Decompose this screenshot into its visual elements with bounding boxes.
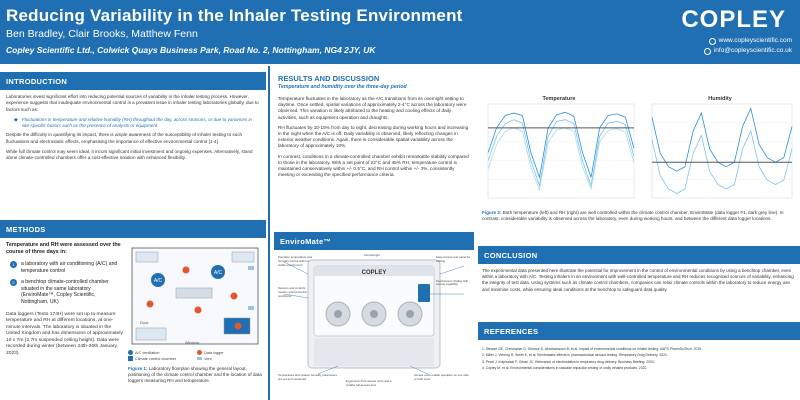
figure-2-label: Figure 2: [482, 210, 502, 215]
temperature-chart: Temperature [487, 96, 635, 199]
temperature-chart-plot-area [487, 103, 635, 199]
reference-item: 3. Peart J, Kulphaisal P, Orban JC. Rele… [482, 359, 655, 364]
enviromate-label-rear-panel: Easy-access rear panel for cabling [436, 255, 471, 263]
humidity-chart-plot-area [651, 103, 793, 199]
website-link[interactable]: www.copleyscientific.com [718, 37, 792, 44]
email-link[interactable]: info@copleyscientific.co.uk [713, 47, 792, 54]
results-paragraph-3: In contrast, conditions in a climate-con… [278, 153, 469, 178]
references-panel: REFERENCES 1. Stewart GE, Christopher D,… [478, 322, 800, 400]
poster-authors: Ben Bradley, Clair Brooks, Matthew Fenn [6, 28, 198, 40]
reference-item: 2. Miller J, Vehring R, Smith K, et al. … [482, 353, 668, 358]
enviromate-label-parameters: Temperature and relative humidity parame… [278, 373, 337, 381]
intro-paragraph-2: Despite the difficulty in quantifying it… [6, 132, 243, 144]
plan-label-door: Door [140, 320, 149, 325]
enviromate-label-touchscreen: Touchscreen display with remote capabili… [436, 278, 469, 287]
temperature-chart-series-2 [487, 119, 635, 188]
methods-intro: Temperature and RH were assessed over th… [6, 242, 121, 255]
humidity-chart-series-1 [651, 107, 793, 172]
ac-legend-icon [128, 350, 133, 355]
methods-panel: METHODS Temperature and RH were assessed… [0, 220, 266, 400]
copley-logo: COPLEY [681, 6, 786, 33]
methods-item-1-text: a laboratory with air conditioning (A/C)… [21, 261, 118, 274]
reference-item: 1. Stewart GE, Christopher D, Gilmour D,… [482, 347, 703, 351]
humidity-chart-series-2 [651, 129, 793, 194]
floorplan-legend: A/C ventilation Data logger Climate cont… [128, 350, 262, 361]
results-panel: RESULTS AND DISCUSSION Temperature and h… [274, 72, 800, 232]
intro-bullet: ◆ Fluctuations in temperature and relati… [14, 117, 260, 130]
globe-icon [708, 37, 716, 45]
figure-2-caption: Figure 2: Both temperature (left) and RH… [482, 210, 798, 222]
plan-label-ac-2: A/C [214, 270, 223, 276]
references-heading: REFERENCES [478, 322, 800, 340]
poster-title: Reducing Variability in the Inhaler Test… [6, 6, 463, 25]
legend-ac: A/C ventilation [135, 350, 160, 355]
device-logo: COPLEY [362, 270, 387, 276]
floorplan-figure: A/C A/C Window Door [131, 247, 259, 345]
methods-item-2: 2 a benchtop climate-controlled chamber s… [10, 279, 124, 305]
methods-paragraph: Data loggers (Testo 174H) were set up to… [6, 311, 123, 356]
conclusion-panel: CONCLUSION The experimental data present… [478, 246, 800, 316]
enviromate-label-ports: Access ports enable operation on one sid… [414, 373, 469, 381]
intro-paragraph-3: While full climate control may seem idea… [6, 149, 253, 161]
column-divider [268, 66, 270, 400]
reference-item: 4. Copley M, et al. Environmental consid… [482, 366, 648, 371]
references-list: 1. Stewart GE, Christopher D, Gilmour D,… [482, 346, 794, 372]
legend-chamber: Climate control chamber [135, 356, 177, 361]
introduction-heading: INTRODUCTION [0, 72, 266, 90]
humidity-chart-title: Humidity [708, 96, 732, 102]
temperature-chart-series-1 [487, 111, 635, 179]
temperature-chart-title: Temperature [543, 96, 576, 102]
contact-block: www.copleyscientific.com info@copleyscie… [703, 36, 792, 56]
enviromate-heading: EnviroMate™ [274, 232, 474, 250]
figure-1-label: Figure 1: [128, 366, 148, 371]
results-paragraph-1: Temperature fluctuates in the laboratory… [278, 96, 467, 120]
enviromate-label-sensors: Sensors and controls monitor environment… [278, 286, 307, 298]
enviromate-label-light: Internal light [364, 253, 380, 257]
poster-header: Reducing Variability in the Inhaler Test… [0, 0, 800, 64]
plan-label-ac-1: A/C [154, 278, 163, 284]
figure-2-text: Both temperature (left) and RH (right) a… [482, 210, 784, 221]
enviromate-label-precision: Precision temperature and humidity contr… [278, 255, 312, 267]
number-2-icon: 2 [10, 279, 17, 287]
diamond-bullet-icon: ◆ [14, 116, 18, 123]
results-subtitle: Temperature and humidity over the three-… [278, 84, 407, 90]
number-1-icon: 1 [10, 261, 17, 268]
results-heading: RESULTS AND DISCUSSION [278, 74, 380, 83]
results-paragraph-2: RH fluctuates by 10-15% from day to nigh… [278, 124, 469, 149]
humidity-chart: Humidity [651, 96, 793, 199]
conclusion-text: The experimental data presented here ill… [482, 268, 794, 292]
legend-vent: Vent [204, 356, 212, 361]
methods-item-1: 1 a laboratory with air conditioning (A/C… [10, 261, 124, 274]
poster-affiliation: Copley Scientific Ltd., Colwick Quays Bu… [6, 45, 376, 55]
enviromate-illustration: COPLEY [283, 259, 465, 375]
methods-heading: METHODS [0, 220, 266, 238]
email-icon [703, 47, 711, 55]
plan-label-window: Window [185, 340, 199, 345]
intro-bullet-text: Fluctuations in temperature and relative… [21, 116, 253, 129]
figure-1-caption: Figure 1: Laboratory floorplan showing t… [128, 366, 262, 384]
methods-item-2-text: a benchtop climate-controlled chamber si… [21, 279, 109, 305]
chamber-legend-icon [128, 356, 133, 361]
conclusion-heading: CONCLUSION [478, 246, 800, 264]
vent-legend-icon [197, 357, 202, 360]
figure-1-text: Laboratory floorplan showing the general… [128, 366, 262, 383]
temperature-chart-series-3 [487, 127, 635, 192]
intro-paragraph-1: Laboratories invest significant effort i… [6, 94, 259, 112]
legend-logger: Data logger [204, 350, 224, 355]
introduction-panel: INTRODUCTION Laboratories invest signifi… [0, 72, 266, 212]
enviromate-panel: EnviroMate™ COPLEY Precision temperature… [274, 232, 474, 400]
logger-legend-icon [197, 350, 202, 355]
enviromate-label-access: Ergonomic front access ports and a small… [346, 379, 392, 387]
